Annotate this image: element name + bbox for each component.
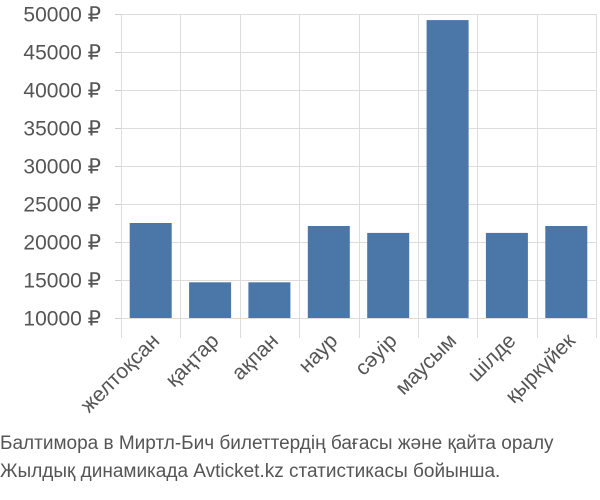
bar xyxy=(248,282,291,318)
y-tick-label: 25000 ₽ xyxy=(23,194,101,217)
y-tick-label: 30000 ₽ xyxy=(23,156,101,179)
y-tick-label: 40000 ₽ xyxy=(23,80,101,103)
caption-line-2: Жылдық динамикада Avticket.kz статистика… xyxy=(0,461,501,482)
bar xyxy=(545,226,588,318)
y-tick-label: 50000 ₽ xyxy=(23,4,101,27)
bar xyxy=(307,226,350,318)
bar xyxy=(367,232,410,318)
y-axis: 10000 ₽ 15000 ₽ 20000 ₽ 25000 ₽ 30000 ₽ 35000… xyxy=(23,4,121,331)
caption-line-1: Балтимора в Миртл-Бич билеттердің бағасы… xyxy=(0,433,554,454)
x-tick-label: сәуір xyxy=(351,329,402,380)
x-tick-label: наур xyxy=(294,329,342,377)
y-tick-label: 10000 ₽ xyxy=(23,308,101,331)
x-tick-label: ақпан xyxy=(227,329,283,385)
y-tick-label: 35000 ₽ xyxy=(23,118,101,141)
x-tick-label: қаңтар xyxy=(161,329,223,391)
x-tick-label: маусым xyxy=(391,329,461,399)
x-tick-label: желтоқсан xyxy=(76,329,164,417)
bar xyxy=(129,223,172,318)
y-tick-label: 15000 ₽ xyxy=(23,270,101,293)
grid-lines xyxy=(121,14,597,338)
x-tick-label: шілде xyxy=(463,329,520,386)
bars xyxy=(129,20,588,318)
bar xyxy=(189,282,232,318)
y-tick-label: 20000 ₽ xyxy=(23,232,101,255)
bar xyxy=(426,20,469,318)
y-tick-label: 45000 ₽ xyxy=(23,42,101,65)
bar xyxy=(485,232,528,318)
bar-chart: 10000 ₽ 15000 ₽ 20000 ₽ 25000 ₽ 30000 ₽ 35000… xyxy=(23,4,597,417)
